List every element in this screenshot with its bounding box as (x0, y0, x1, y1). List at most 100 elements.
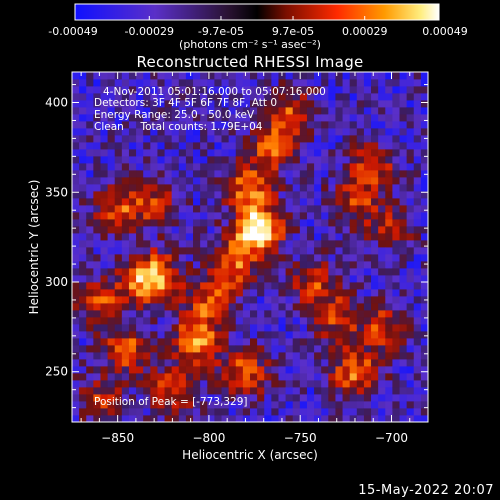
heatmap-cell (79, 338, 87, 346)
heatmap-cell (420, 394, 429, 402)
heatmap-cell (79, 324, 87, 332)
heatmap-cell (328, 359, 336, 367)
heatmap-cell (306, 135, 315, 143)
heatmap-cell (385, 275, 393, 283)
heatmap-cell (278, 114, 286, 122)
heatmap-cell (200, 345, 208, 353)
heatmap-cell (207, 100, 215, 108)
heatmap-cell (406, 128, 415, 136)
heatmap-cell (250, 219, 258, 227)
heatmap-cell (257, 163, 265, 171)
heatmap-cell (72, 184, 80, 192)
heatmap-cell (128, 226, 137, 234)
heatmap-cell (79, 289, 87, 297)
heatmap-cell (178, 268, 187, 276)
heatmap-cell (420, 79, 429, 87)
heatmap-cell (200, 86, 208, 94)
heatmap-cell (349, 100, 358, 108)
heatmap-cell (335, 366, 343, 374)
heatmap-cell (93, 212, 101, 220)
heatmap-cell (356, 233, 365, 241)
heatmap-cell (164, 275, 173, 283)
heatmap-cell (349, 254, 358, 262)
heatmap-cell (264, 415, 272, 423)
heatmap-cell (378, 338, 386, 346)
heatmap-cell (342, 338, 351, 346)
heatmap-cell (363, 310, 372, 318)
heatmap-cell (264, 345, 272, 353)
heatmap-cell (114, 401, 123, 409)
heatmap-cell (257, 408, 265, 416)
heatmap-cell (207, 135, 215, 143)
heatmap-cell (143, 184, 151, 192)
heatmap-cell (200, 261, 208, 269)
heatmap-cell (385, 254, 393, 262)
heatmap-cell (371, 163, 379, 171)
heatmap-cell (378, 156, 386, 164)
heatmap-cell (363, 142, 372, 150)
heatmap-cell (356, 128, 365, 136)
heatmap-cell (200, 128, 208, 136)
heatmap-cell (378, 142, 386, 150)
heatmap-cell (321, 289, 329, 297)
heatmap-cell (356, 310, 365, 318)
annotation-detectors: Detectors: 3F 4F 5F 6F 7F 8F, Att 0 (94, 97, 278, 109)
heatmap-cell (342, 226, 351, 234)
heatmap-cell (193, 233, 201, 241)
heatmap-cell (314, 268, 322, 276)
heatmap-cell (242, 191, 251, 199)
heatmap-cell (235, 86, 244, 94)
heatmap-cell (221, 317, 230, 325)
heatmap-cell (121, 408, 130, 416)
heatmap-cell (356, 149, 365, 157)
heatmap-cell (128, 177, 137, 185)
heatmap-cell (335, 184, 343, 192)
heatmap-cell (121, 86, 130, 94)
heatmap-cell (250, 401, 258, 409)
heatmap-cell (228, 254, 237, 262)
heatmap-cell (250, 296, 258, 304)
plot-frame (71, 71, 429, 423)
heatmap-cell (164, 310, 173, 318)
heatmap-cell (157, 310, 165, 318)
heatmap-cell (72, 233, 80, 241)
heatmap-cell (335, 191, 343, 199)
heatmap-cell (257, 394, 265, 402)
heatmap-cell (136, 149, 144, 157)
heatmap-cell (328, 191, 336, 199)
heatmap-cell (321, 268, 329, 276)
heatmap-cell (143, 380, 151, 388)
heatmap-cell (235, 247, 244, 255)
heatmap-cell (72, 275, 80, 283)
heatmap-cell (121, 198, 130, 206)
heatmap-cell (285, 366, 294, 374)
heatmap-cell (363, 135, 372, 143)
heatmap-cell (250, 170, 258, 178)
heatmap-cell (164, 247, 173, 255)
heatmap-cell (278, 380, 286, 388)
heatmap-cell (121, 359, 130, 367)
heatmap-cell (278, 107, 286, 115)
heatmap-cell (278, 317, 286, 325)
heatmap-cell (250, 415, 258, 423)
heatmap-cell (378, 86, 386, 94)
heatmap-cell (406, 387, 415, 395)
heatmap-cell (242, 415, 251, 423)
heatmap-cell (371, 380, 379, 388)
heatmap-cell (399, 310, 408, 318)
heatmap-cell (214, 226, 222, 234)
heatmap-cell (214, 387, 222, 395)
y-tick-label: 400 (45, 96, 68, 110)
heatmap-cell (278, 128, 286, 136)
heatmap-cell (278, 198, 286, 206)
heatmap-cell (363, 149, 372, 157)
heatmap-cell (321, 156, 329, 164)
heatmap-cell (242, 135, 251, 143)
heatmap-cell (121, 184, 130, 192)
heatmap-cell (136, 93, 144, 101)
heatmap-cell (278, 135, 286, 143)
heatmap-cell (178, 366, 187, 374)
heatmap-cell (342, 107, 351, 115)
heatmap-cell (349, 226, 358, 234)
heatmap-cell (157, 338, 165, 346)
